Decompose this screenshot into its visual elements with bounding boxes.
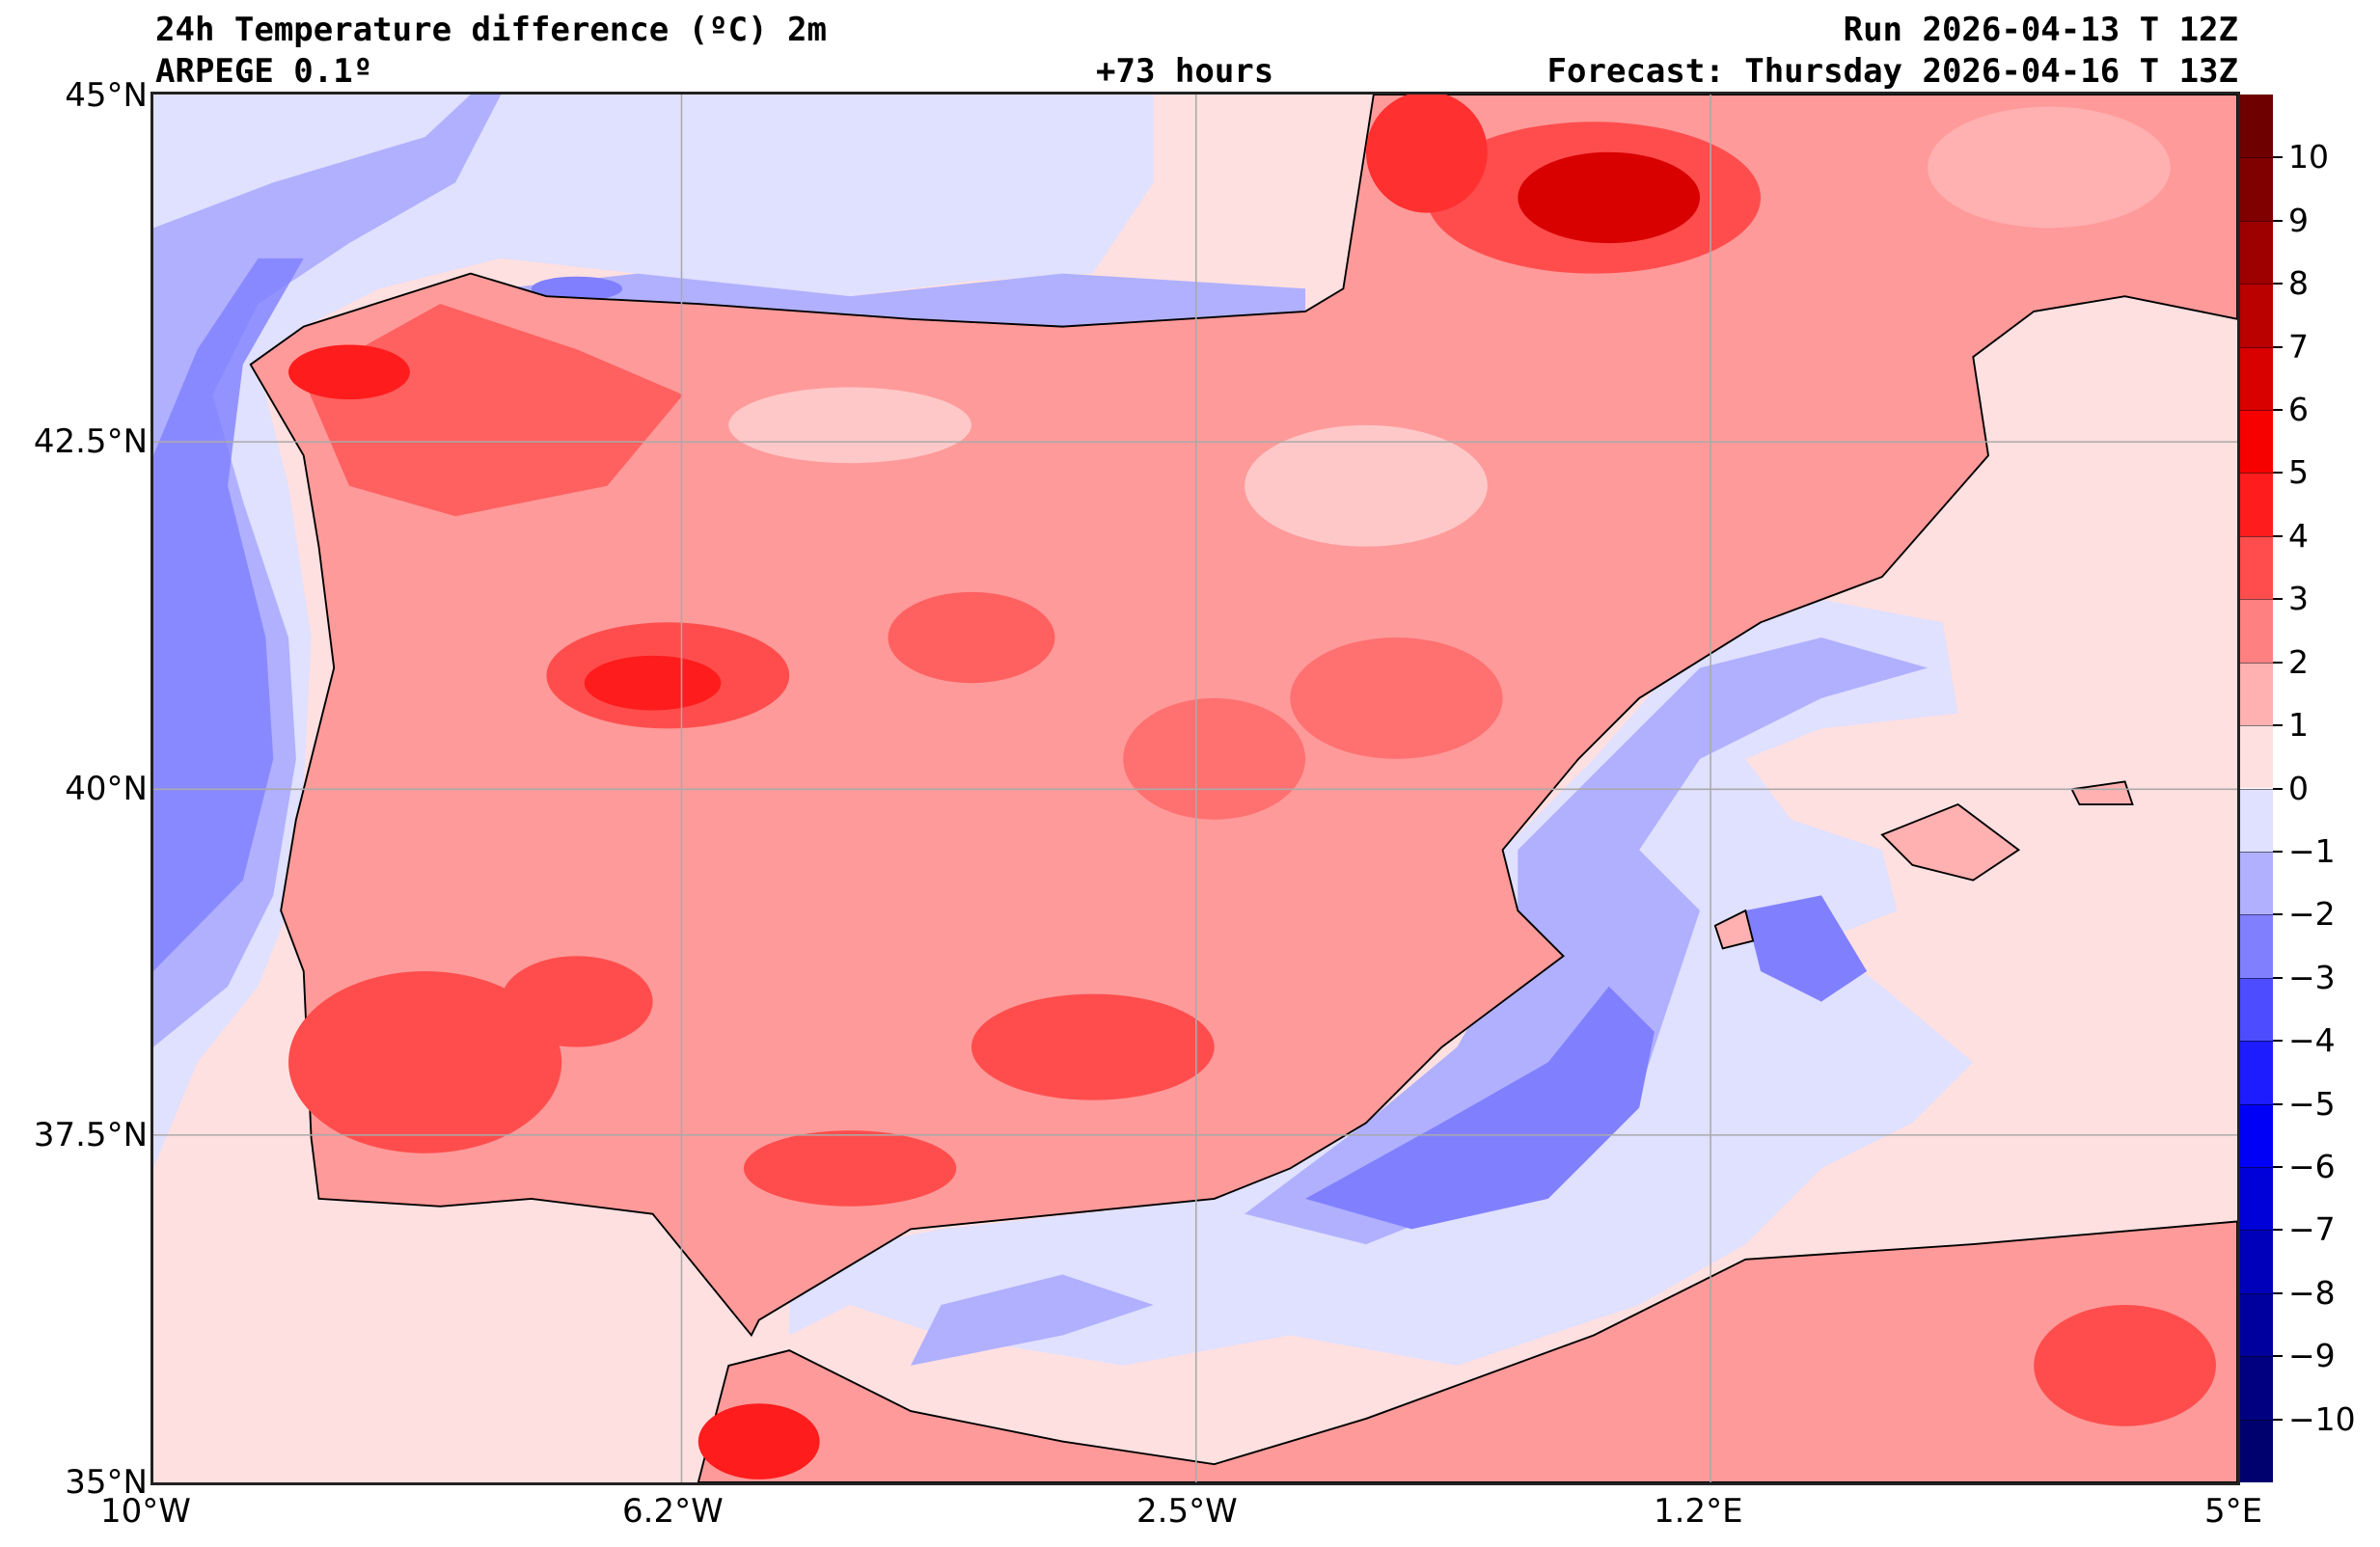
colorbar-tick-label: −9 [2288,1337,2336,1375]
colorbar-tick [2273,976,2283,979]
colorbar-tick-label: 0 [2288,769,2309,807]
lon-label: 1.2°E [1654,1492,1743,1531]
lat-label: 42.5°N [33,422,148,461]
gridlines [153,95,2237,1482]
colorbar-tick [2273,219,2283,222]
colorbar-bin [2240,284,2273,347]
lat-label: 45°N [65,76,148,115]
colorbar-tick [2273,156,2283,159]
chart-title: 24h Temperature difference (ºC) 2m [155,11,827,49]
colorbar-tick [2273,1355,2283,1358]
colorbar-tick-label: 8 [2288,264,2309,303]
colorbar-tick-label: −7 [2288,1210,2336,1249]
colorbar-bin [2240,1419,2273,1482]
ibiza [1713,909,1755,950]
colorbar-tick [2273,534,2283,537]
temperature-difference-map [150,92,2240,1485]
colorbar-bin [2240,851,2273,915]
colorbar-bin [2240,662,2273,726]
colorbar-tick [2273,661,2283,664]
colorbar-tick [2273,1229,2283,1232]
colorbar-tick-label: 10 [2288,138,2329,176]
colorbar-bin [2240,535,2273,600]
colorbar-tick [2273,724,2283,727]
colorbar-tick [2273,345,2283,348]
colorbar-bin [2240,1230,2273,1293]
colorbar [2240,95,2273,1482]
colorbar-bin [2240,346,2273,411]
colorbar-bin [2240,1041,2273,1104]
colorbar-bin [2240,725,2273,789]
colorbar-tick-label: 9 [2288,201,2309,239]
colorbar-tick-label: 4 [2288,516,2309,555]
colorbar-tick-label: −8 [2288,1273,2336,1312]
colorbar-bin [2240,914,2273,978]
colorbar-tick-label: −3 [2288,958,2336,996]
colorbar-tick-label: −6 [2288,1147,2336,1185]
colorbar-tick [2273,598,2283,601]
colorbar-tick-label: 6 [2288,391,2309,429]
colorbar-tick-label: 1 [2288,706,2309,745]
menorca [2070,780,2134,805]
colorbar-bin [2240,599,2273,663]
colorbar-tick-label: 2 [2288,642,2309,681]
colorbar-bin [2240,1166,2273,1231]
colorbar-bin [2240,977,2273,1042]
lon-label: 5°E [2204,1492,2263,1531]
colorbar-tick [2273,472,2283,475]
colorbar-tick [2273,1040,2283,1043]
lat-label: 35°N [65,1463,148,1502]
lon-label: 10°W [100,1492,191,1531]
colorbar-tick [2273,1291,2283,1294]
colorbar-tick [2273,283,2283,285]
colorbar-tick [2273,913,2283,916]
lat-label: 37.5°N [33,1116,148,1154]
colorbar-bin [2240,157,2273,221]
lat-label: 40°N [65,770,148,808]
colorbar-tick [2273,409,2283,412]
colorbar-bin [2240,1292,2273,1357]
colorbar-bin [2240,95,2273,158]
run-time: Run 2026-04-13 T 12Z [1843,11,2238,49]
colorbar-bin [2240,1103,2273,1167]
colorbar-tick-label: −2 [2288,895,2336,934]
colorbar-tick [2273,787,2283,790]
colorbar-tick-label: 7 [2288,327,2309,366]
colorbar-tick-label: −10 [2288,1399,2356,1438]
forecast-time: Forecast: Thursday 2026-04-16 T 13Z [1546,52,2238,91]
colorbar-bin [2240,220,2273,285]
colorbar-tick-label: −4 [2288,1021,2336,1060]
colorbar-tick [2273,1418,2283,1421]
colorbar-tick [2273,1165,2283,1168]
colorbar-tick [2273,1102,2283,1105]
colorbar-bin [2240,410,2273,474]
colorbar-tick-label: −5 [2288,1084,2336,1123]
colorbar-tick-label: 3 [2288,580,2309,618]
lon-label: 2.5°W [1136,1492,1238,1531]
mallorca [1880,802,2021,882]
lon-label: 6.2°W [622,1492,724,1531]
colorbar-tick-label: 5 [2288,453,2309,492]
colorbar-bin [2240,1356,2273,1420]
colorbar-bin [2240,473,2273,536]
colorbar-tick [2273,850,2283,853]
lead-time: +73 hours [1096,52,1274,91]
colorbar-tick-label: −1 [2288,831,2336,870]
colorbar-bin [2240,788,2273,852]
north-africa [697,1220,2237,1482]
model-label: ARPEGE 0.1º [155,52,373,91]
